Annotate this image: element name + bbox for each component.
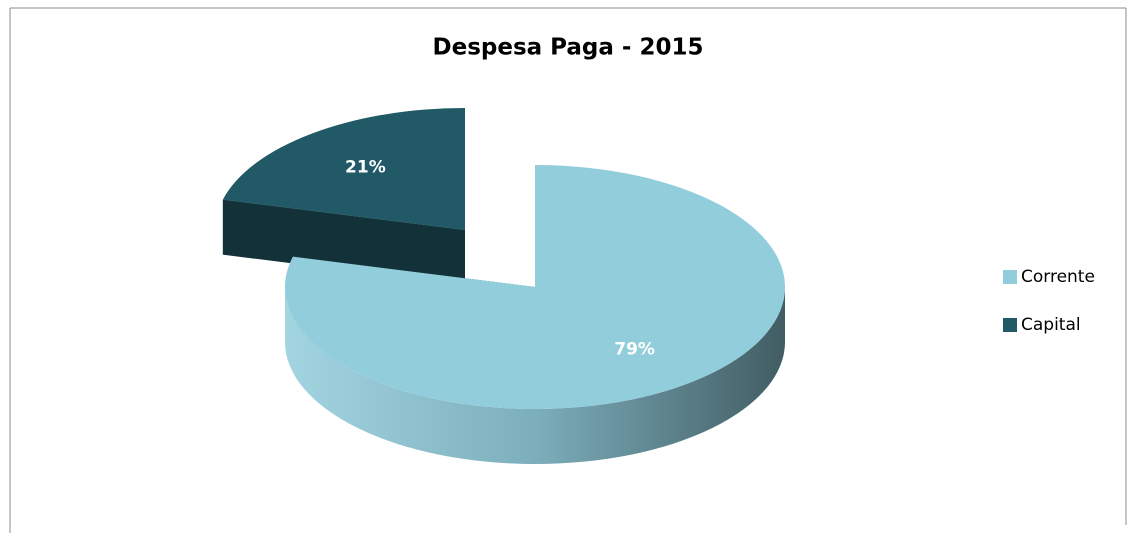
data-label: 21% — [345, 157, 386, 177]
slice-side — [222, 199, 465, 285]
legend-label: Corrente — [1021, 267, 1095, 287]
legend-swatch — [1003, 270, 1017, 284]
slice — [222, 108, 465, 230]
legend-swatch — [1003, 318, 1017, 332]
slice-side-shade — [222, 199, 465, 285]
data-label: 79% — [614, 340, 655, 360]
legend-label: Capital — [1021, 315, 1081, 335]
chart-title: Despesa Paga - 2015 — [433, 35, 704, 61]
slice-side-shade — [285, 287, 785, 464]
slice — [285, 165, 785, 409]
